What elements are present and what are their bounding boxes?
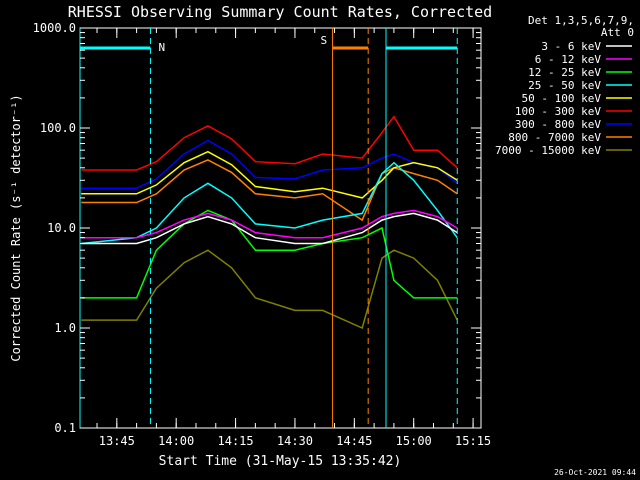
- series-line-50-100-kev: [81, 150, 458, 199]
- legend-item-label: 6 - 12 keV: [535, 53, 602, 66]
- y-tick-label: 1000.0: [33, 21, 76, 35]
- y-tick-label: 100.0: [40, 121, 76, 135]
- legend-item-label: 12 - 25 keV: [528, 66, 601, 79]
- plot-frame: [79, 27, 482, 429]
- y-tick-label: 0.1: [54, 421, 76, 435]
- x-tick-label: 15:15: [455, 434, 491, 448]
- legend-item-label: 300 - 800 keV: [515, 118, 601, 131]
- series-line-25-50-kev: [81, 161, 458, 245]
- legend-item-label: 100 - 300 keV: [515, 105, 601, 118]
- legend-header-line: Att 0: [601, 26, 634, 39]
- legend-item-label: 3 - 6 keV: [541, 40, 601, 53]
- legend-item-label: 800 - 7000 keV: [508, 131, 601, 144]
- series-layer: [81, 115, 458, 330]
- x-axis-label: Start Time (31-May-15 13:35:42): [159, 454, 402, 469]
- series-line-100-300-kev: [81, 115, 458, 171]
- x-tick-label: 14:45: [336, 434, 372, 448]
- series-line-6-12-kev: [81, 209, 458, 239]
- legend-header-line: Det 1,3,5,6,7,9,: [528, 14, 634, 27]
- legend-item-label: 50 - 100 keV: [522, 92, 602, 105]
- y-tick-label: 1.0: [54, 321, 76, 335]
- series-line-800-7000-kev: [81, 159, 458, 222]
- series-line-12-25-kev: [81, 209, 458, 299]
- footer-timestamp: 26-Oct-2021 09:44: [554, 468, 636, 477]
- series-line-7000-15000-kev: [81, 249, 458, 330]
- y-axis-label: Corrected Count Rate (s⁻¹ detector⁻¹): [9, 94, 23, 361]
- series-line-3-6-kev: [81, 212, 458, 245]
- axis-layer: 0.1 1.0 10.0 100.0 1000.0 13:45 14:00 14:15 14:3…: [33, 21, 492, 448]
- x-tick-label: 14:15: [218, 434, 254, 448]
- x-tick-label: 14:00: [158, 434, 194, 448]
- x-tick-label: 14:30: [277, 434, 313, 448]
- series-line-300-800-kev: [81, 139, 458, 189]
- flag-label: N: [158, 41, 165, 54]
- flag-label: S: [321, 34, 328, 47]
- legend-item-label: 25 - 50 keV: [528, 79, 601, 92]
- x-tick-label: 15:00: [396, 434, 432, 448]
- y-tick-label: 10.0: [47, 221, 76, 235]
- chart-title: RHESSI Observing Summary Count Rates, Co…: [68, 3, 492, 21]
- legend-item-label: 7000 - 15000 keV: [495, 144, 601, 157]
- flag-marker-layer: NS: [79, 28, 458, 428]
- x-tick-label: 13:45: [99, 434, 135, 448]
